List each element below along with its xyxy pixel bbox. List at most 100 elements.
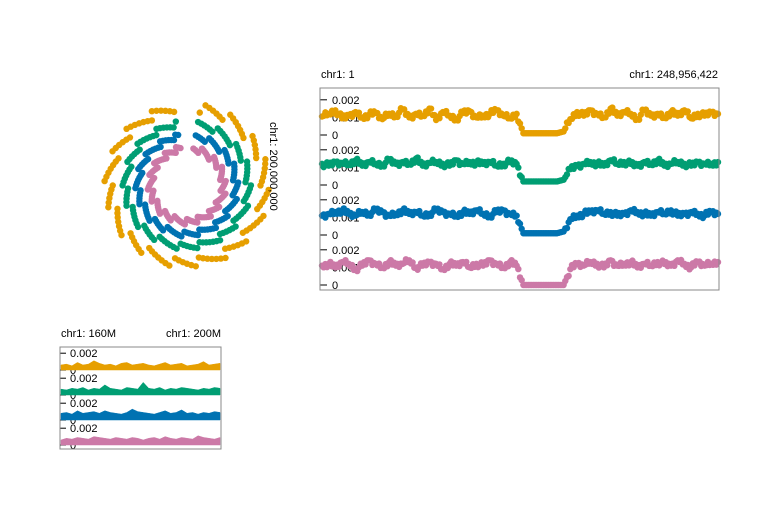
- circular-point: [105, 204, 112, 211]
- linear-track: 0.0020.00100.0020.00100.0020.00100.0020.…: [318, 95, 722, 292]
- circular-point: [177, 144, 184, 152]
- zoom-tick-label: 0: [70, 440, 76, 452]
- circular-point: [213, 164, 220, 171]
- circular-point: [237, 157, 245, 164]
- circular-point: [229, 192, 236, 199]
- area-series: [60, 382, 221, 396]
- circular-point: [226, 141, 234, 149]
- circular-point: [148, 107, 156, 115]
- circular-point: [170, 108, 178, 116]
- circular-position-label: chr1: 200,000,000: [267, 122, 279, 211]
- circular-point: [212, 199, 219, 206]
- circular-point: [156, 233, 163, 241]
- circular-point: [215, 148, 223, 155]
- circular-point: [170, 124, 177, 131]
- scatter-point: [427, 105, 435, 112]
- circular-point: [154, 164, 161, 171]
- circular-point: [136, 146, 143, 153]
- scatter-point: [714, 210, 722, 218]
- circular-point: [194, 213, 201, 221]
- circular-point: [157, 107, 165, 114]
- zoom-end-label: chr1: 200M: [166, 328, 221, 340]
- circular-point: [129, 203, 136, 211]
- circular-point: [154, 197, 161, 205]
- circular-track: [101, 102, 272, 270]
- circular-point: [262, 156, 269, 163]
- circular-point: [240, 134, 247, 142]
- circular-point: [239, 229, 247, 236]
- zoom-tick-label: 0: [70, 365, 76, 377]
- circular-point: [115, 155, 122, 162]
- scatter-point: [463, 258, 470, 266]
- linear-tick-label: 0.002: [332, 195, 360, 207]
- scatter-point: [635, 116, 643, 123]
- scatter-point: [355, 109, 363, 116]
- circular-point: [242, 179, 249, 186]
- circular-point: [171, 255, 179, 262]
- circular-point: [196, 239, 203, 246]
- circular-point: [146, 244, 153, 252]
- circular-point: [177, 240, 184, 247]
- linear-start-label: chr1: 1: [321, 69, 355, 81]
- circular-point: [217, 187, 224, 194]
- scatter-point: [515, 164, 522, 171]
- circular-point: [252, 154, 260, 162]
- zoom-tick-label: 0.002: [70, 348, 98, 360]
- circular-point: [141, 222, 148, 229]
- circular-point: [216, 230, 224, 238]
- linear-tick-label: 0: [332, 280, 338, 292]
- circular-point: [229, 177, 237, 184]
- circular-point: [171, 213, 178, 220]
- circular-point: [126, 134, 134, 141]
- circular-point: [150, 187, 157, 194]
- circular-point: [109, 182, 116, 189]
- zoom-tick-label: 0.002: [70, 423, 98, 435]
- linear-tick-label: 0.002: [332, 245, 360, 257]
- circular-point: [141, 201, 149, 208]
- zoom-tick-label: 0: [70, 415, 76, 427]
- circular-point: [144, 155, 152, 163]
- circular-point: [213, 255, 220, 263]
- scatter-point: [436, 261, 443, 268]
- scatter-point: [714, 258, 722, 266]
- circular-point: [257, 182, 264, 189]
- circular-point: [157, 143, 164, 151]
- circular-point: [150, 174, 158, 182]
- scatter-point: [401, 106, 408, 113]
- scatter-point: [513, 212, 520, 219]
- scatter-point: [515, 265, 522, 273]
- area-series: [60, 408, 221, 421]
- circular-point: [181, 228, 188, 235]
- linear-tick-label: 0.002: [332, 95, 360, 107]
- circular-point: [205, 207, 213, 215]
- circular-point: [139, 169, 146, 177]
- circular-point: [172, 118, 180, 125]
- circular-point: [230, 217, 237, 224]
- scatter-point: [563, 224, 571, 232]
- linear-end-label: chr1: 248,956,422: [629, 69, 718, 81]
- circular-point: [196, 109, 203, 116]
- circular-point: [137, 187, 144, 194]
- zoom-tick-label: 0.002: [70, 398, 98, 410]
- circular-point: [209, 128, 216, 135]
- zoom-tick-label: 0.002: [70, 373, 98, 385]
- circular-point: [217, 255, 225, 262]
- circular-point: [225, 160, 232, 167]
- circular-point: [174, 131, 182, 139]
- circular-point: [164, 223, 171, 231]
- linear-tick-label: 0: [332, 130, 338, 142]
- circular-point: [211, 219, 219, 226]
- scatter-point: [409, 259, 416, 266]
- circular-point: [216, 176, 224, 184]
- linear-tick-label: 0: [332, 230, 338, 242]
- scatter-point: [714, 110, 722, 118]
- circular-point: [201, 138, 208, 145]
- circular-point: [153, 107, 160, 114]
- scatter-point: [565, 272, 572, 280]
- circular-point: [195, 149, 202, 157]
- circular-point: [205, 156, 213, 163]
- circular-point: [153, 131, 160, 139]
- circular-point: [148, 117, 156, 124]
- circular-point: [183, 215, 191, 223]
